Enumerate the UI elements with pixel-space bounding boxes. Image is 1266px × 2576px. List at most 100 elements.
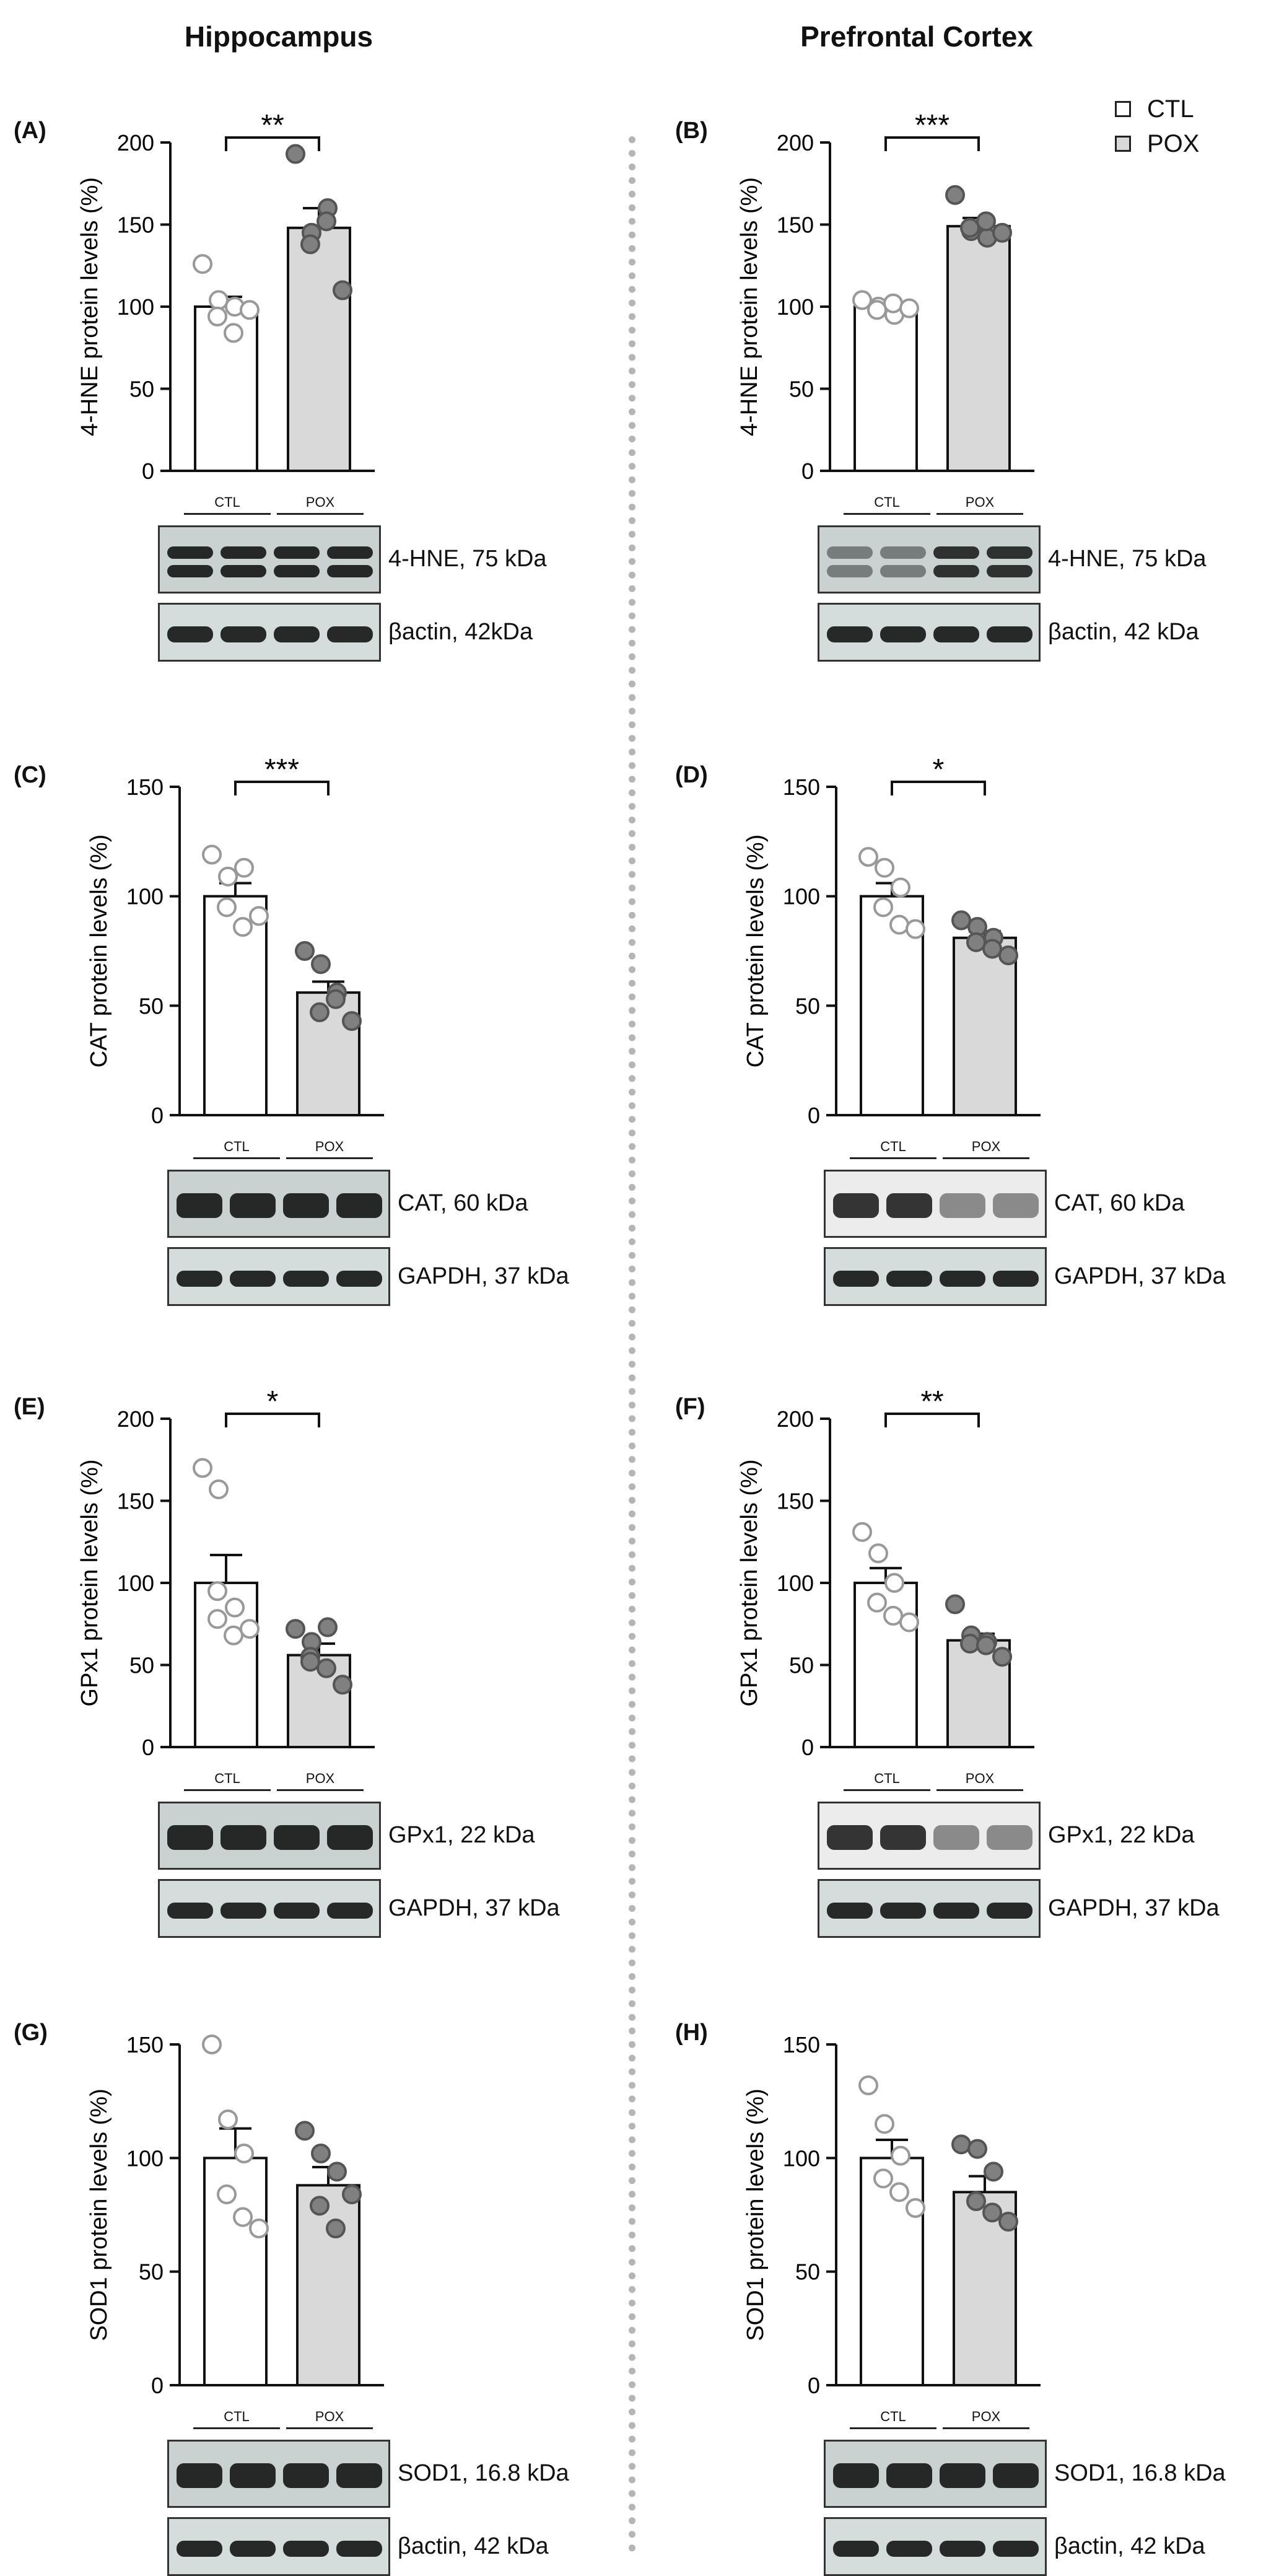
y-tick-label: 100 bbox=[777, 294, 814, 320]
blot-band bbox=[987, 1902, 1032, 1919]
blot-band bbox=[833, 1270, 879, 1287]
y-tick-label: 0 bbox=[142, 458, 154, 484]
western-blot-target bbox=[824, 1170, 1047, 1238]
blot-band bbox=[327, 1825, 373, 1850]
data-point-pox bbox=[945, 1594, 965, 1614]
data-point-ctl bbox=[233, 2207, 253, 2227]
data-point-pox bbox=[966, 932, 986, 952]
blot-band bbox=[177, 1270, 222, 1287]
western-blot-target bbox=[818, 1802, 1041, 1870]
data-point-pox bbox=[286, 1619, 305, 1639]
blot-band bbox=[886, 2540, 932, 2557]
significance-bracket bbox=[884, 1413, 980, 1427]
blot-band bbox=[274, 565, 320, 577]
blot-band bbox=[827, 1902, 873, 1919]
data-point-pox bbox=[326, 989, 346, 1009]
blot-band bbox=[177, 1193, 222, 1218]
y-tick-label: 150 bbox=[126, 2032, 164, 2057]
blot-label-loading-control: βactin, 42kDa bbox=[388, 618, 533, 645]
y-tick-label: 50 bbox=[129, 377, 154, 402]
data-point-pox bbox=[316, 211, 336, 232]
y-tick-label: 50 bbox=[129, 1653, 154, 1678]
y-tick-label: 100 bbox=[117, 294, 154, 320]
data-point-pox bbox=[286, 144, 305, 164]
lane-line-ctl bbox=[850, 1157, 936, 1159]
significance-label: ** bbox=[920, 1385, 943, 1418]
blot-band bbox=[283, 2540, 329, 2557]
legend-item-pox: POX bbox=[1115, 126, 1199, 161]
lane-label-pox: POX bbox=[305, 494, 335, 510]
chart-g: 0 50 100 150 SOD1 protein levels (%) bbox=[86, 2032, 384, 2398]
blot-band bbox=[336, 1270, 382, 1287]
legend-label-ctl: CTL bbox=[1147, 95, 1194, 123]
blot-band bbox=[274, 1825, 320, 1850]
data-point-pox bbox=[967, 2139, 987, 2159]
chart-b: 0 50 100 150 200 4-HNE protein levels (%) *** bbox=[736, 109, 1034, 484]
lane-line-pox bbox=[277, 1789, 364, 1791]
y-tick-label: 0 bbox=[151, 2373, 164, 2398]
western-blot-loading-control bbox=[824, 2517, 1047, 2576]
y-tick-label: 100 bbox=[783, 884, 820, 909]
data-point-ctl bbox=[873, 897, 893, 918]
blot-label-loading-control: GAPDH, 37 kDa bbox=[388, 1895, 560, 1921]
data-point-ctl bbox=[240, 1619, 260, 1639]
y-tick-label: 200 bbox=[777, 1406, 814, 1432]
blot-band bbox=[177, 2463, 222, 2488]
blot-band bbox=[880, 546, 926, 559]
data-point-ctl bbox=[234, 2144, 254, 2163]
blot-label-target: 4-HNE, 75 kDa bbox=[388, 546, 547, 572]
y-tick-label: 100 bbox=[126, 884, 164, 909]
lane-label-ctl: CTL bbox=[874, 1771, 900, 1786]
blot-band bbox=[327, 546, 373, 559]
data-point-pox bbox=[976, 211, 996, 232]
data-point-ctl bbox=[889, 2182, 909, 2202]
data-point-ctl bbox=[209, 290, 229, 310]
lane-label-pox: POX bbox=[971, 1139, 1001, 1154]
data-point-ctl bbox=[209, 1479, 229, 1499]
data-point-ctl bbox=[234, 857, 254, 878]
data-point-ctl bbox=[889, 914, 909, 935]
western-blot-loading-control bbox=[824, 1247, 1047, 1306]
blot-band bbox=[827, 626, 873, 642]
western-blot-loading-control bbox=[158, 603, 381, 662]
lane-line-ctl bbox=[844, 513, 930, 515]
data-point-ctl bbox=[224, 1625, 243, 1645]
blot-label-target: GPx1, 22 kDa bbox=[388, 1822, 535, 1848]
y-tick-label: 150 bbox=[777, 212, 814, 238]
blot-label-target: CAT, 60 kDa bbox=[398, 1190, 528, 1216]
lane-line-ctl bbox=[193, 2427, 280, 2429]
blot-band bbox=[167, 565, 213, 577]
western-blot-loading-control bbox=[818, 603, 1041, 662]
lane-line-ctl bbox=[184, 1789, 271, 1791]
data-point-pox bbox=[311, 2144, 331, 2163]
lane-label-ctl: CTL bbox=[214, 1771, 240, 1786]
data-point-pox bbox=[310, 2196, 330, 2216]
y-tick-label: 100 bbox=[126, 2145, 164, 2171]
blot-label-loading-control: βactin, 42 kDa bbox=[1048, 618, 1199, 645]
chart-e: 0 50 100 150 200 GPx1 protein levels (%) * bbox=[77, 1385, 375, 1760]
y-tick-label: 100 bbox=[777, 1571, 814, 1596]
western-blot-target bbox=[824, 2440, 1047, 2508]
blot-label-target: GPx1, 22 kDa bbox=[1048, 1822, 1195, 1848]
blot-band bbox=[940, 1193, 985, 1218]
data-point-ctl bbox=[891, 2145, 910, 2166]
lane-line-pox bbox=[936, 1789, 1023, 1791]
panel-letter-d: (D) bbox=[675, 762, 708, 788]
y-axis-label: SOD1 protein levels (%) bbox=[743, 2088, 769, 2341]
data-point-ctl bbox=[899, 1612, 919, 1632]
data-point-ctl bbox=[218, 2109, 238, 2129]
bar-ctl bbox=[853, 305, 918, 472]
y-tick-label: 150 bbox=[777, 1489, 814, 1514]
blot-band bbox=[993, 1193, 1039, 1218]
blot-band bbox=[167, 626, 213, 642]
blot-band bbox=[933, 1902, 979, 1919]
data-point-ctl bbox=[852, 290, 872, 310]
panel-letter-a: (A) bbox=[14, 118, 46, 144]
legend-label-pox: POX bbox=[1147, 129, 1200, 157]
y-tick-label: 0 bbox=[808, 2373, 820, 2398]
blot-label-target: 4-HNE, 75 kDa bbox=[1048, 546, 1207, 572]
data-point-ctl bbox=[207, 1609, 227, 1629]
y-tick-label: 0 bbox=[151, 1103, 164, 1128]
lane-line-pox bbox=[286, 1157, 373, 1159]
blot-band bbox=[987, 565, 1032, 577]
